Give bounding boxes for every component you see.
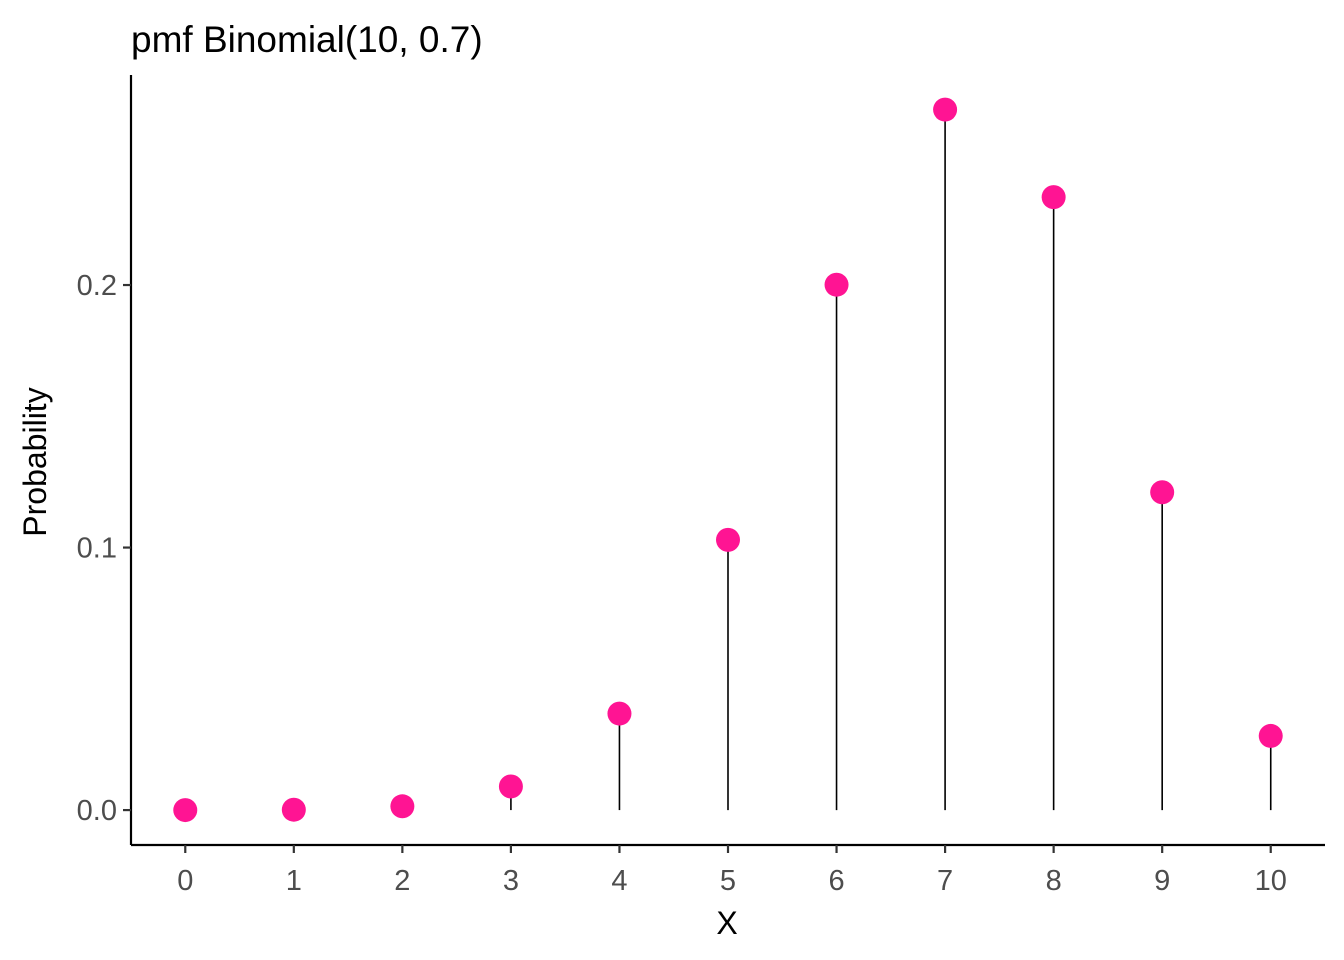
point-x10 xyxy=(1258,723,1283,748)
y-axis-label: Probability xyxy=(17,387,53,536)
y-tick-label: 0.0 xyxy=(77,795,117,827)
stems-group xyxy=(184,109,1272,811)
point-x8 xyxy=(1041,185,1066,210)
point-x0 xyxy=(173,798,198,823)
point-x5 xyxy=(716,527,740,552)
x-tick-label: 10 xyxy=(1255,865,1287,897)
x-ticks-group: 0 1 2 3 4 5 6 7 8 9 10 xyxy=(177,845,1287,897)
y-ticks-group: 0.0 0.1 0.2 xyxy=(77,270,131,827)
point-x4 xyxy=(607,701,632,726)
x-tick-label: 6 xyxy=(828,865,844,897)
x-tick-label: 0 xyxy=(177,865,193,897)
point-x1 xyxy=(281,797,306,822)
x-tick-label: 2 xyxy=(394,865,410,897)
x-tick-label: 7 xyxy=(937,865,953,897)
x-tick-label: 3 xyxy=(503,865,519,897)
point-x7 xyxy=(933,97,958,122)
x-tick-label: 8 xyxy=(1046,865,1062,897)
x-tick-label: 9 xyxy=(1154,865,1170,897)
points-group xyxy=(173,97,1283,823)
point-x9 xyxy=(1150,480,1175,505)
chart-title: pmf Binomial(10, 0.7) xyxy=(131,19,483,60)
y-tick-label: 0.1 xyxy=(77,533,117,565)
x-tick-label: 4 xyxy=(611,865,627,897)
x-axis-label: X xyxy=(716,905,737,941)
point-x2 xyxy=(390,794,415,819)
x-tick-label: 5 xyxy=(720,865,736,897)
point-x6 xyxy=(824,272,849,297)
y-tick-label: 0.2 xyxy=(77,270,117,302)
x-tick-label: 1 xyxy=(286,865,302,897)
point-x3 xyxy=(498,774,523,799)
